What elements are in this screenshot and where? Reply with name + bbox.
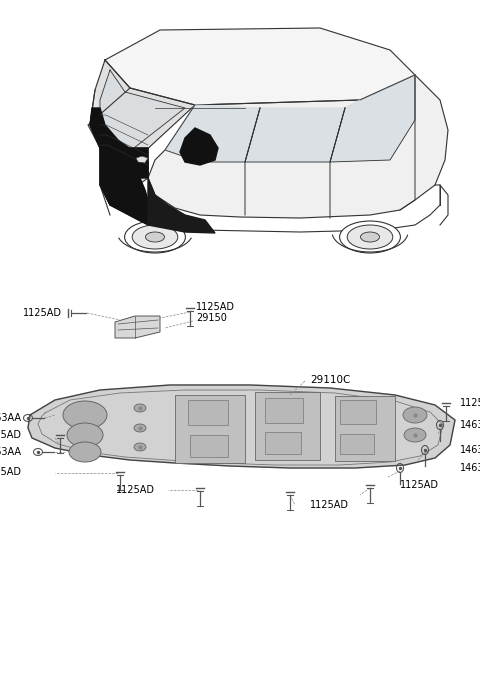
Text: 1125AD: 1125AD <box>0 467 22 477</box>
Ellipse shape <box>409 411 421 419</box>
Text: 1463AA: 1463AA <box>0 413 22 423</box>
Ellipse shape <box>67 423 103 447</box>
Polygon shape <box>165 105 260 162</box>
Text: 29110C: 29110C <box>310 375 350 385</box>
Bar <box>190 435 228 457</box>
Polygon shape <box>100 70 185 155</box>
Ellipse shape <box>360 232 380 242</box>
Bar <box>175 395 245 463</box>
Polygon shape <box>148 178 215 233</box>
Ellipse shape <box>134 443 146 451</box>
Text: 1463AA: 1463AA <box>460 420 480 430</box>
Text: 1125AD: 1125AD <box>400 480 439 490</box>
Text: 1463AA: 1463AA <box>460 445 480 455</box>
Ellipse shape <box>409 431 421 439</box>
Ellipse shape <box>403 407 427 423</box>
Polygon shape <box>148 75 448 218</box>
Polygon shape <box>330 75 415 162</box>
Polygon shape <box>115 316 160 338</box>
Polygon shape <box>90 108 148 178</box>
Ellipse shape <box>134 404 146 412</box>
Text: 1125AD: 1125AD <box>116 485 155 495</box>
Text: 1125AD: 1125AD <box>0 430 22 440</box>
Polygon shape <box>90 90 148 205</box>
Polygon shape <box>90 60 195 165</box>
Bar <box>335 396 395 461</box>
Ellipse shape <box>63 401 107 429</box>
Text: 1125AD: 1125AD <box>196 302 235 312</box>
Polygon shape <box>245 108 345 162</box>
Ellipse shape <box>134 424 146 432</box>
Polygon shape <box>136 156 148 163</box>
Text: 1463AA: 1463AA <box>460 463 480 473</box>
Bar <box>265 398 303 423</box>
Bar <box>255 392 320 460</box>
Ellipse shape <box>132 225 178 249</box>
Text: 1125AD: 1125AD <box>460 398 480 408</box>
Bar <box>265 432 301 454</box>
Ellipse shape <box>340 221 400 253</box>
Ellipse shape <box>404 428 426 442</box>
Text: 1463AA: 1463AA <box>0 447 22 457</box>
Ellipse shape <box>69 442 101 462</box>
Text: 29150: 29150 <box>196 313 227 323</box>
Text: 1125AD: 1125AD <box>310 500 349 510</box>
Bar <box>340 434 374 454</box>
Ellipse shape <box>347 225 393 249</box>
Ellipse shape <box>145 232 165 242</box>
Ellipse shape <box>125 221 185 253</box>
Polygon shape <box>28 385 455 468</box>
Bar <box>340 400 376 424</box>
Text: 1125AD: 1125AD <box>23 308 62 318</box>
Polygon shape <box>180 128 218 165</box>
Polygon shape <box>105 28 415 105</box>
Polygon shape <box>100 148 148 225</box>
Bar <box>188 400 228 425</box>
